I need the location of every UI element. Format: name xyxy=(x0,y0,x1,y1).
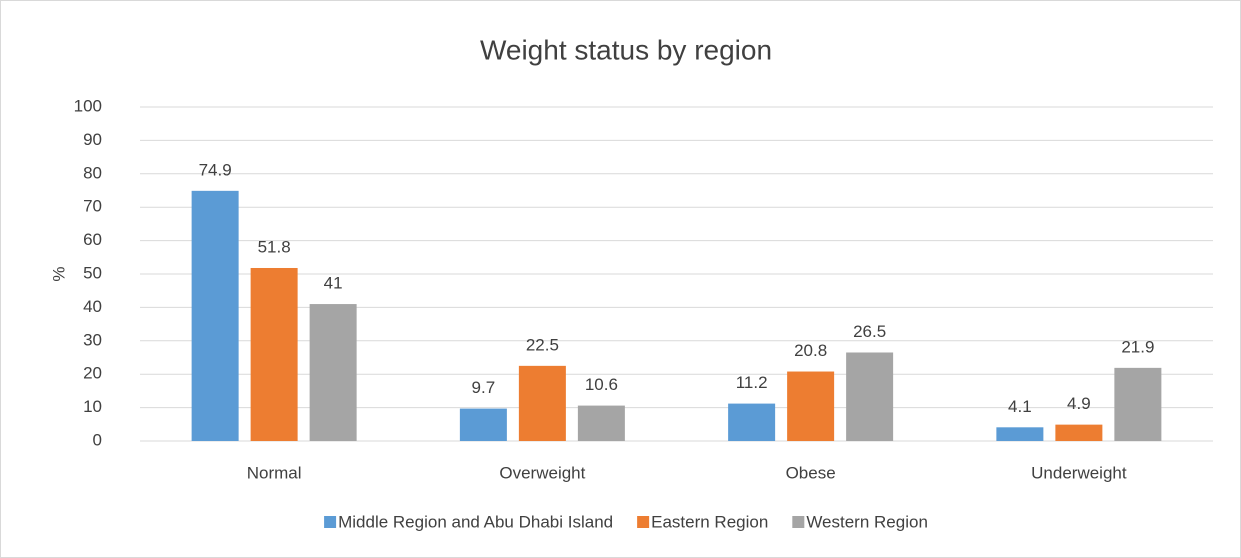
bar xyxy=(728,403,776,441)
chart-title: Weight status by region xyxy=(480,34,772,65)
y-tick-label: 60 xyxy=(83,230,102,249)
y-tick-label: 30 xyxy=(83,330,102,349)
data-label: 21.9 xyxy=(1121,337,1154,356)
bar xyxy=(459,408,507,441)
bar xyxy=(846,352,894,441)
data-label: 10.6 xyxy=(585,375,618,394)
data-label: 26.5 xyxy=(853,322,886,341)
x-tick-label: Normal xyxy=(247,463,302,482)
x-tick-label: Overweight xyxy=(499,463,585,482)
bar xyxy=(309,304,357,441)
y-tick-label: 100 xyxy=(74,96,102,115)
bar xyxy=(1055,424,1103,441)
bar xyxy=(787,371,835,441)
legend-label: Middle Region and Abu Dhabi Island xyxy=(338,512,613,531)
y-tick-label: 0 xyxy=(93,430,102,449)
y-tick-label: 10 xyxy=(83,397,102,416)
data-label: 20.8 xyxy=(794,341,827,360)
data-label: 51.8 xyxy=(258,237,291,256)
legend-swatch xyxy=(324,516,337,528)
y-tick-label: 20 xyxy=(83,364,102,383)
x-tick-label: Underweight xyxy=(1031,463,1127,482)
data-label: 41 xyxy=(324,274,343,293)
data-label: 9.7 xyxy=(472,378,496,397)
data-label: 4.1 xyxy=(1008,397,1032,416)
y-tick-label: 70 xyxy=(83,197,102,216)
legend-swatch xyxy=(637,516,650,528)
y-tick-label: 90 xyxy=(83,130,102,149)
legend-swatch xyxy=(792,516,805,528)
bar xyxy=(996,427,1044,441)
data-label: 74.9 xyxy=(199,160,232,179)
y-axis-label: % xyxy=(49,266,68,281)
bar xyxy=(250,267,298,441)
data-label: 11.2 xyxy=(736,373,768,392)
y-tick-label: 50 xyxy=(83,263,102,282)
x-tick-label: Obese xyxy=(786,463,836,482)
bar xyxy=(191,190,239,441)
legend-label: Western Region xyxy=(806,512,928,531)
y-tick-label: 80 xyxy=(83,163,102,182)
y-tick-label: 40 xyxy=(83,297,102,316)
bar xyxy=(1114,367,1162,441)
legend-label: Eastern Region xyxy=(651,512,768,531)
data-label: 22.5 xyxy=(526,335,559,354)
bar xyxy=(577,405,625,441)
bar xyxy=(518,365,566,441)
data-label: 4.9 xyxy=(1067,394,1091,413)
